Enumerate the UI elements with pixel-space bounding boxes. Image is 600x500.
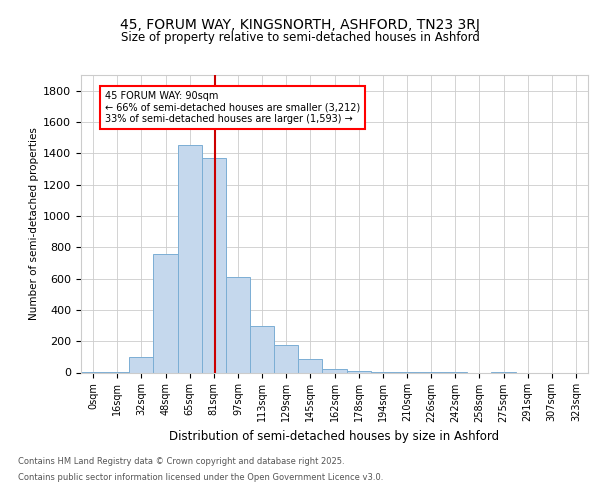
Bar — [129, 357, 154, 372]
Bar — [202, 158, 226, 372]
Text: Contains HM Land Registry data © Crown copyright and database right 2025.: Contains HM Land Registry data © Crown c… — [18, 458, 344, 466]
Bar — [274, 345, 298, 372]
Y-axis label: Number of semi-detached properties: Number of semi-detached properties — [29, 128, 39, 320]
X-axis label: Distribution of semi-detached houses by size in Ashford: Distribution of semi-detached houses by … — [169, 430, 500, 443]
Text: 45, FORUM WAY, KINGSNORTH, ASHFORD, TN23 3RJ: 45, FORUM WAY, KINGSNORTH, ASHFORD, TN23… — [120, 18, 480, 32]
Bar — [322, 370, 347, 372]
Text: 45 FORUM WAY: 90sqm
← 66% of semi-detached houses are smaller (3,212)
33% of sem: 45 FORUM WAY: 90sqm ← 66% of semi-detach… — [105, 90, 361, 124]
Bar — [347, 371, 371, 372]
Bar — [154, 254, 178, 372]
Bar — [226, 277, 250, 372]
Bar — [298, 359, 322, 372]
Text: Size of property relative to semi-detached houses in Ashford: Size of property relative to semi-detach… — [121, 31, 479, 44]
Bar — [178, 146, 202, 372]
Text: Contains public sector information licensed under the Open Government Licence v3: Contains public sector information licen… — [18, 472, 383, 482]
Bar — [250, 326, 274, 372]
